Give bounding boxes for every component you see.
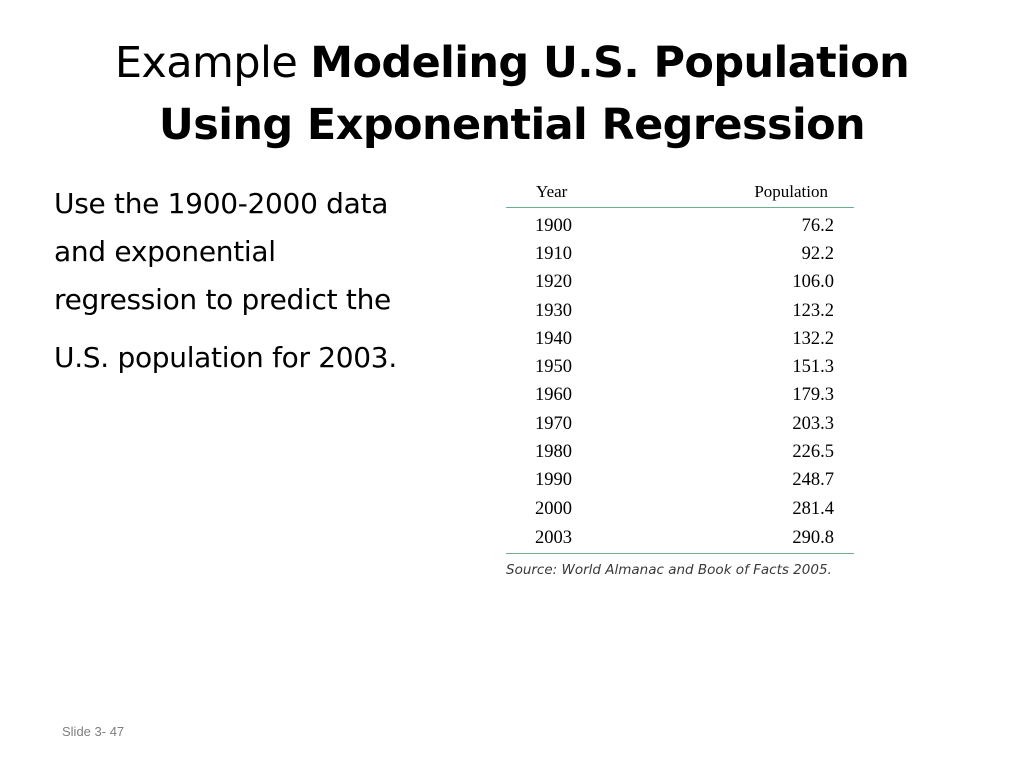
cell-year: 1940 bbox=[535, 328, 572, 349]
cell-year: 1970 bbox=[535, 413, 572, 434]
cell-year: 1900 bbox=[535, 215, 572, 236]
cell-population: 226.5 bbox=[792, 442, 834, 463]
cell-population: 281.4 bbox=[792, 498, 834, 519]
table-body: 1900 76.2 1910 92.2 1920 106.0 1930 123.2 1940 13… bbox=[506, 208, 854, 555]
title-bold-line1: Modeling U.S. Population bbox=[310, 38, 910, 88]
header-population: Population bbox=[644, 176, 854, 208]
body-line: and exponential bbox=[54, 235, 276, 268]
cell-year: 1960 bbox=[535, 385, 572, 406]
body-line: Use the 1900-2000 data bbox=[54, 187, 389, 220]
cell-population: 92.2 bbox=[801, 243, 834, 264]
table-row: 1940 132.2 bbox=[506, 325, 854, 353]
cell-year: 1980 bbox=[535, 442, 572, 463]
table-row: 2003 290.8 bbox=[506, 523, 854, 555]
title-bold-line2: Using Exponential Regression bbox=[158, 100, 866, 150]
table-row: 1990 248.7 bbox=[506, 467, 854, 495]
cell-population: 248.7 bbox=[792, 470, 834, 491]
body-text: Use the 1900-2000 data and exponential r… bbox=[54, 180, 474, 382]
table-row: 1920 106.0 bbox=[506, 269, 854, 297]
cell-year: 1950 bbox=[535, 357, 572, 378]
table-row: 1930 123.2 bbox=[506, 297, 854, 325]
cell-year: 1910 bbox=[535, 243, 572, 264]
table-row: 1910 92.2 bbox=[506, 240, 854, 268]
cell-population: 76.2 bbox=[801, 215, 834, 236]
population-table: Year Population 1900 76.2 1910 92.2 1920 106.… bbox=[506, 176, 854, 555]
table-row: 1970 203.3 bbox=[506, 410, 854, 438]
title-prefix: Example bbox=[114, 38, 298, 88]
slide-title: Example Modeling U.S. Population Using E… bbox=[40, 32, 984, 156]
population-table-block: Year Population 1900 76.2 1910 92.2 1920 106.… bbox=[506, 176, 854, 580]
cell-population: 203.3 bbox=[792, 413, 834, 434]
header-year: Year bbox=[506, 176, 645, 208]
cell-year: 1920 bbox=[535, 272, 572, 293]
cell-year: 1990 bbox=[535, 470, 572, 491]
table-row: 1900 76.2 bbox=[506, 208, 854, 241]
table-row: 1950 151.3 bbox=[506, 353, 854, 381]
cell-year: 1930 bbox=[535, 300, 572, 321]
cell-population: 106.0 bbox=[792, 272, 834, 293]
body-line: U.S. population for 2003. bbox=[54, 341, 397, 374]
cell-population: 132.2 bbox=[792, 328, 834, 349]
table-row: 2000 281.4 bbox=[506, 495, 854, 523]
table-source: Source: World Almanac and Book of Facts … bbox=[506, 562, 832, 579]
table-row: 1980 226.5 bbox=[506, 438, 854, 466]
cell-population: 290.8 bbox=[644, 523, 854, 555]
body-line: regression to predict the bbox=[54, 283, 391, 316]
cell-year: 2000 bbox=[535, 498, 572, 519]
table-header-row: Year Population bbox=[506, 176, 854, 208]
table-row: 1960 179.3 bbox=[506, 382, 854, 410]
cell-year: 2003 bbox=[506, 523, 645, 555]
cell-population: 151.3 bbox=[792, 357, 834, 378]
cell-population: 179.3 bbox=[792, 385, 834, 406]
cell-population: 123.2 bbox=[792, 300, 834, 321]
slide-number: Slide 3- 47 bbox=[62, 724, 125, 739]
